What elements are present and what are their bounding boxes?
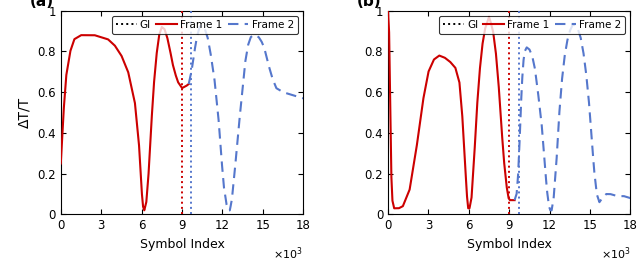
- X-axis label: Symbol Index: Symbol Index: [140, 238, 225, 251]
- Frame 1: [185, 83, 193, 86]
- Frame 1: [79, 34, 87, 37]
- Frame 2: [560, 59, 568, 62]
- Text: (a): (a): [29, 0, 53, 9]
- Line: Frame 1: Frame 1: [388, 11, 515, 208]
- Frame 1: [390, 207, 398, 210]
- Frame 2: [524, 47, 532, 50]
- Frame 2: [556, 115, 563, 118]
- Frame 2: [198, 23, 206, 27]
- Text: $\times\mathregular{10}^{\mathregular{3}}$: $\times\mathregular{10}^{\mathregular{3}…: [600, 245, 630, 262]
- Frame 2: [229, 190, 237, 193]
- Y-axis label: ΔT/T: ΔT/T: [18, 97, 32, 128]
- Frame 2: [511, 199, 518, 202]
- Frame 2: [185, 83, 193, 86]
- Frame 1: [399, 205, 406, 208]
- Frame 2: [234, 137, 241, 140]
- Frame 1: [511, 199, 518, 202]
- Frame 2: [625, 196, 632, 199]
- Text: (b): (b): [356, 0, 381, 9]
- Frame 2: [569, 23, 577, 27]
- Frame 1: [384, 9, 392, 12]
- Frame 1: [182, 84, 190, 87]
- Frame 1: [111, 45, 119, 48]
- Frame 1: [106, 39, 114, 43]
- Line: Frame 2: Frame 2: [189, 25, 303, 210]
- Frame 2: [225, 209, 232, 212]
- Line: Frame 1: Frame 1: [61, 27, 189, 210]
- Frame 1: [57, 162, 65, 165]
- Frame 2: [300, 97, 307, 100]
- Frame 1: [495, 81, 502, 85]
- Legend: GI, Frame 1, Frame 2: GI, Frame 1, Frame 2: [439, 16, 625, 34]
- Frame 1: [406, 186, 414, 189]
- Line: Frame 2: Frame 2: [515, 25, 630, 210]
- Text: $\times\mathregular{10}^{\mathregular{3}}$: $\times\mathregular{10}^{\mathregular{3}…: [273, 245, 303, 262]
- Frame 1: [508, 199, 516, 202]
- Frame 1: [72, 37, 79, 40]
- Frame 2: [627, 196, 634, 200]
- Frame 1: [433, 56, 440, 59]
- Frame 2: [531, 66, 538, 69]
- Frame 1: [140, 209, 148, 212]
- Frame 2: [205, 41, 212, 44]
- Frame 1: [438, 55, 446, 58]
- Legend: GI, Frame 1, Frame 2: GI, Frame 1, Frame 2: [112, 16, 298, 34]
- Frame 2: [285, 92, 292, 95]
- Frame 2: [198, 24, 205, 27]
- Frame 2: [547, 209, 554, 212]
- Frame 1: [169, 62, 177, 65]
- Frame 2: [612, 194, 620, 197]
- Frame 2: [297, 96, 305, 99]
- Frame 1: [158, 25, 166, 29]
- X-axis label: Symbol Index: Symbol Index: [467, 238, 552, 251]
